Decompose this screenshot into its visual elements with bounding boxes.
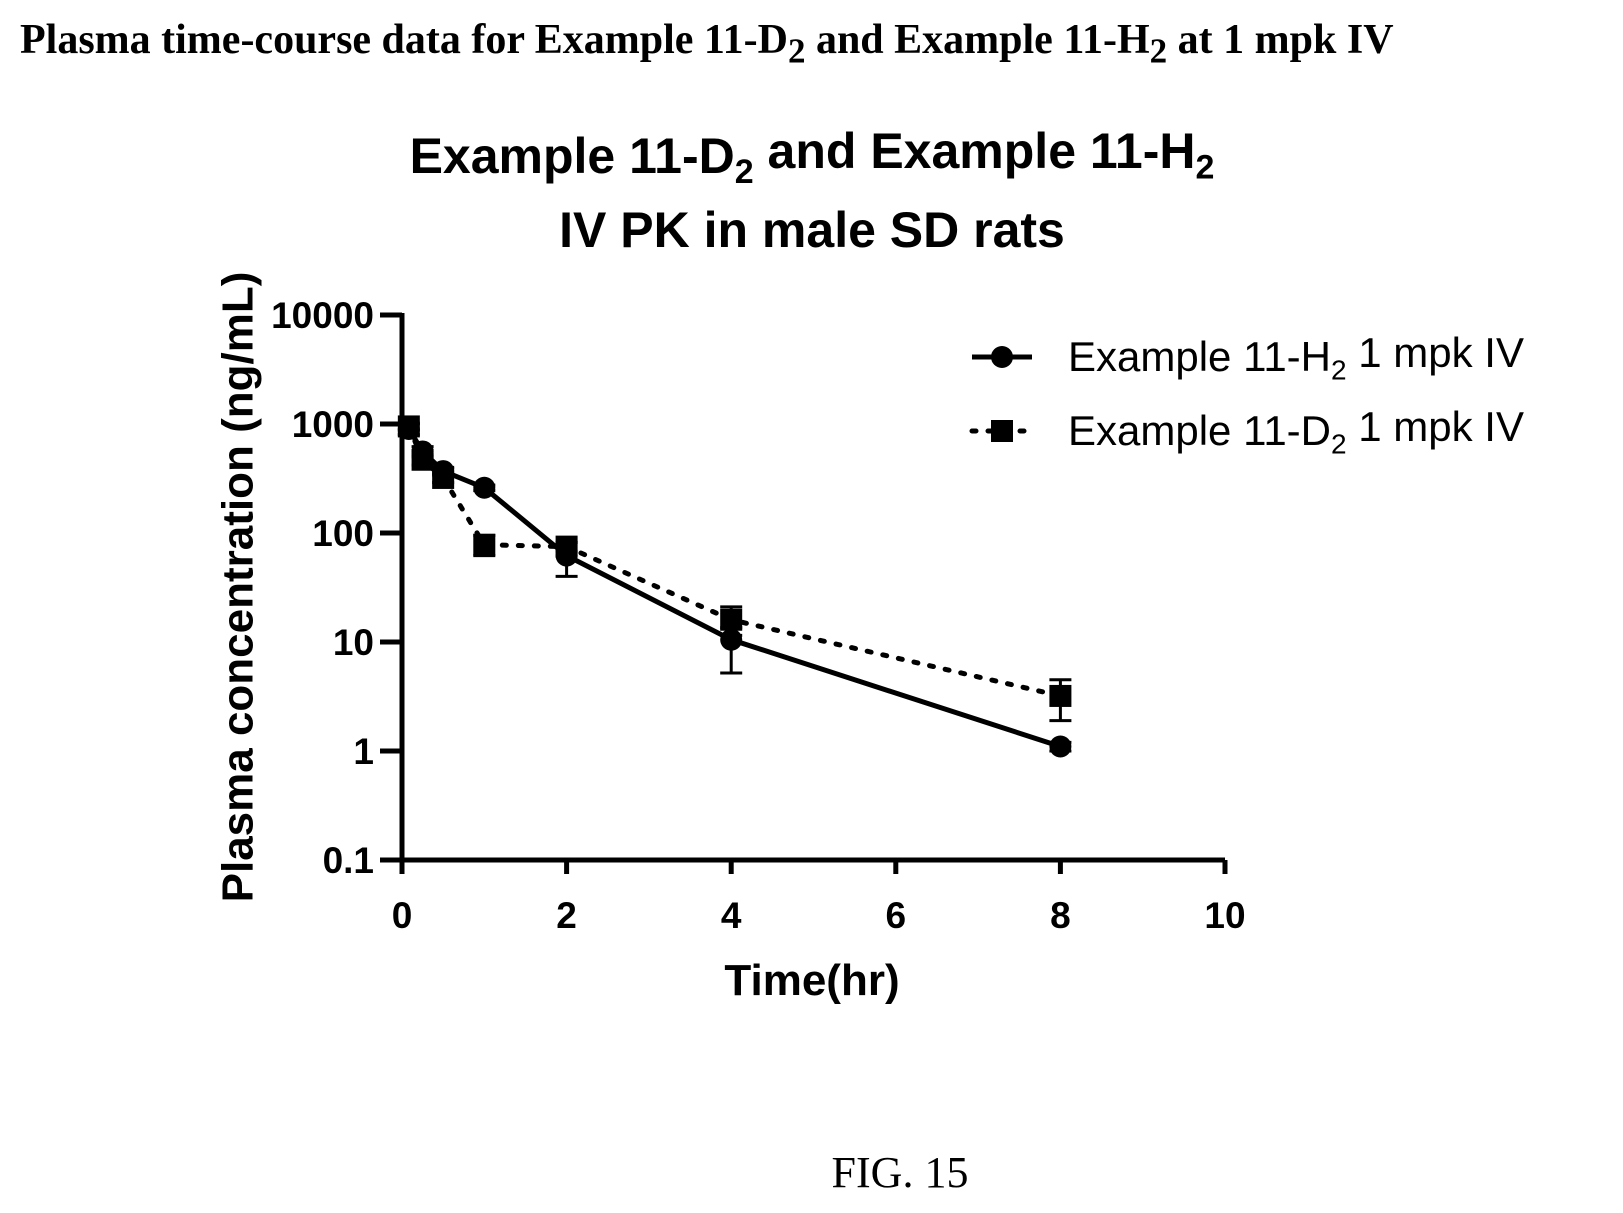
data-point-square	[397, 415, 420, 438]
legend-item: Example 11-H2 1 mpk IV	[972, 329, 1524, 386]
y-tick-label: 1000	[292, 404, 374, 445]
legend-item: Example 11-D2 1 mpk IV	[969, 403, 1524, 460]
series-h2	[397, 417, 1072, 758]
text-part: Example 11-D	[1068, 407, 1331, 454]
data-point-square	[473, 533, 496, 556]
heading-text-1: Plasma time-course data for Example 11-D	[20, 17, 788, 63]
data-point-square	[1049, 684, 1072, 707]
heading-sub-1: 2	[787, 31, 806, 71]
x-tick-label: 10	[1204, 895, 1245, 936]
data-point-circle	[1049, 735, 1072, 758]
y-tick-label: 100	[312, 513, 374, 554]
heading-sub-2: 2	[1149, 31, 1168, 71]
text-part: Example 11-H	[1068, 333, 1331, 380]
chart-title-line-2: IV PK in male SD rats	[559, 202, 1065, 258]
x-axis-label: Time(hr)	[724, 956, 899, 1005]
text-part: 2	[1331, 354, 1347, 385]
heading-text-2: and Example 11-H	[805, 17, 1150, 63]
text-part: 1 mpk IV	[1347, 329, 1524, 376]
x-tick-label: 0	[392, 895, 413, 936]
x-tick-label: 6	[886, 895, 907, 936]
data-point-square	[555, 535, 578, 558]
y-tick-label: 0.1	[323, 840, 374, 881]
figure-caption: FIG. 15	[831, 1148, 969, 1197]
y-tick-label: 10000	[271, 295, 374, 336]
legend-label: Example 11-D2 1 mpk IV	[1068, 403, 1524, 460]
chart-series	[397, 415, 1072, 758]
y-tick-label: 10	[333, 622, 374, 663]
axis-labels: Time(hr) Plasma concentration (ng/mL)	[213, 272, 899, 1005]
text-part: 2	[735, 153, 754, 191]
text-part: and Example 11-H	[754, 123, 1196, 179]
x-tick-label: 2	[556, 895, 577, 936]
chart-ticks: 0 2 4 6 8 10 10000 1000 100 10 1 0.1	[271, 295, 1245, 936]
series-d2	[397, 415, 1072, 723]
legend-label: Example 11-H2 1 mpk IV	[1068, 329, 1524, 386]
y-tick-label: 1	[353, 731, 374, 772]
series-line	[406, 427, 1062, 749]
text-part: IV PK in male SD rats	[559, 202, 1065, 258]
page-heading: Plasma time-course data for Example 11-D…	[20, 10, 1394, 81]
chart-axes	[399, 313, 1225, 863]
data-point-circle	[473, 476, 496, 499]
heading-text-3: at 1 mpk IV	[1167, 17, 1394, 63]
series-line	[406, 423, 1063, 699]
data-point-circle	[991, 346, 1013, 368]
x-tick-label: 8	[1050, 895, 1071, 936]
text-part: 2	[1196, 148, 1215, 186]
y-axis-label: Plasma concentration (ng/mL)	[213, 272, 262, 903]
text-part: 1 mpk IV	[1347, 403, 1524, 450]
data-point-square	[720, 608, 743, 631]
data-point-square	[411, 448, 434, 471]
text-part: Example 11-D	[410, 128, 735, 184]
chart-title-line-1: Example 11-D2 and Example 11-H2	[410, 123, 1215, 191]
data-point-square	[432, 466, 455, 489]
data-point-square	[991, 420, 1013, 442]
x-tick-label: 4	[721, 895, 742, 936]
text-part: 2	[1331, 428, 1347, 459]
